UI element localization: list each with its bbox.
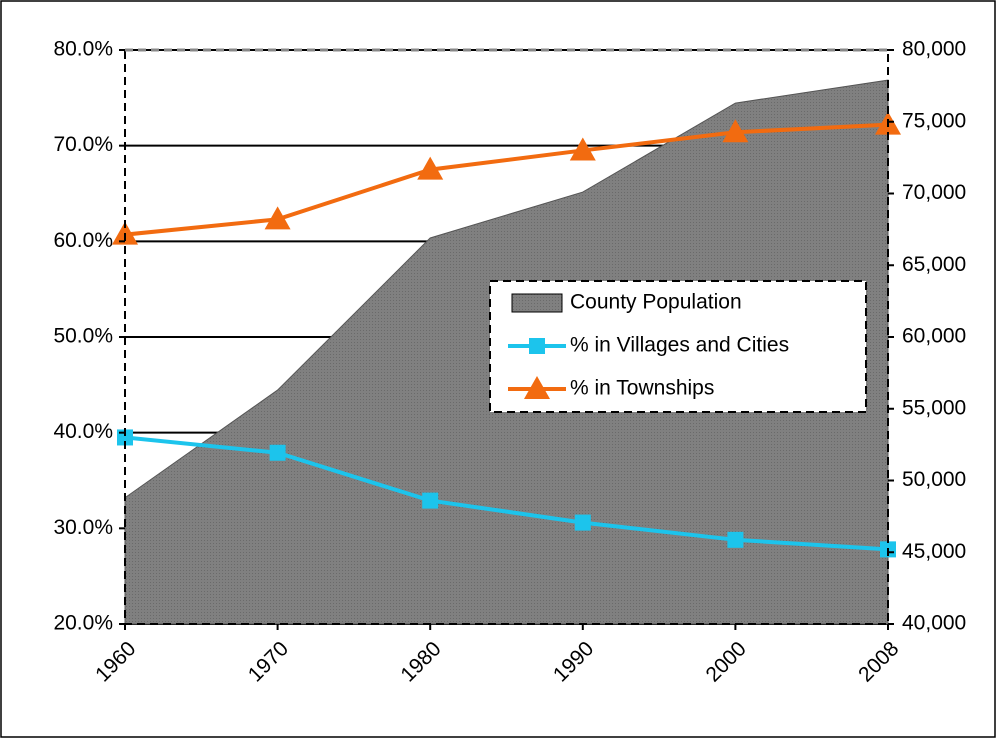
marker <box>269 444 286 461</box>
marker <box>422 492 439 509</box>
y2-tick-label: 70,000 <box>902 181 966 204</box>
y2-tick-label: 50,000 <box>902 468 966 491</box>
marker <box>722 119 749 143</box>
y2-tick-label: 55,000 <box>902 396 966 419</box>
y-tick-label: 20.0% <box>53 612 113 635</box>
marker <box>569 137 596 161</box>
legend-marker <box>529 338 545 354</box>
y2-tick-label: 40,000 <box>902 612 966 635</box>
y2-tick-label: 60,000 <box>902 325 966 348</box>
line <box>124 435 889 552</box>
y-tick-label: 60.0% <box>53 229 113 252</box>
marker <box>574 514 591 531</box>
y-tick-label: 80.0% <box>53 38 113 61</box>
legend-marker <box>524 376 550 399</box>
y2-tick-label: 75,000 <box>902 109 966 132</box>
legend-label: County Population <box>570 291 742 314</box>
legend-label: % in Villages and Cities <box>570 334 789 357</box>
y2-tick-label: 45,000 <box>902 540 966 563</box>
marker <box>417 156 444 180</box>
marker <box>264 206 291 230</box>
y2-tick-label: 80,000 <box>902 38 966 61</box>
y-tick-label: 50.0% <box>53 325 113 348</box>
legend-label: % in Townships <box>570 377 714 400</box>
y-tick-label: 30.0% <box>53 516 113 539</box>
marker <box>727 531 744 548</box>
y-tick-label: 40.0% <box>53 420 113 443</box>
legend-swatch <box>511 293 563 313</box>
y-tick-label: 70.0% <box>53 133 113 156</box>
line <box>124 122 889 237</box>
y2-tick-label: 65,000 <box>902 253 966 276</box>
